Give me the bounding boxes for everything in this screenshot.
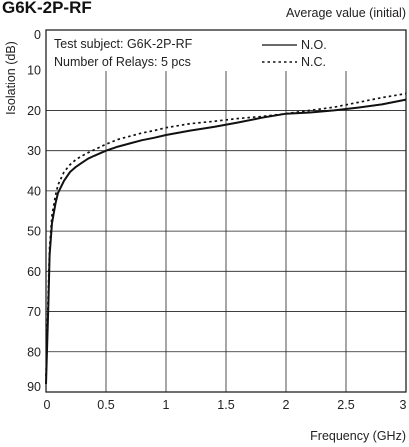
- x-tick-label: 1: [163, 398, 170, 412]
- x-tick-label: 1.5: [217, 398, 234, 412]
- y-tick-label: 60: [27, 265, 41, 279]
- x-tick-label: 3: [400, 398, 407, 412]
- y-tick-label: 40: [27, 184, 41, 198]
- y-tick-label: 50: [27, 225, 41, 239]
- series-nc-line: [45, 92, 407, 376]
- legend-background: [46, 29, 406, 71]
- y-tick-label: 20: [27, 104, 41, 118]
- x-tick-label: 0: [44, 398, 51, 412]
- y-tick-label: 70: [27, 305, 41, 319]
- annotation-relay-count: Number of Relays: 5 pcs: [54, 55, 191, 69]
- x-axis-label: Frequency (GHz): [310, 429, 406, 443]
- y-tick-label: 90: [27, 380, 41, 394]
- y-tick-label: 0: [34, 28, 41, 42]
- legend-label-no: N.O.: [301, 38, 327, 52]
- y-tick-labels: 0 10 20 30 40 50 60 70 80 90: [27, 28, 41, 394]
- y-tick-label: 80: [27, 345, 41, 359]
- series-no-line: [45, 98, 407, 385]
- grid-lines: [46, 30, 406, 392]
- chart-title: G6K-2P-RF: [2, 0, 92, 17]
- series-lines: [45, 92, 407, 385]
- x-tick-labels: 0 0.5 1 1.5 2 2.5 3: [44, 398, 407, 412]
- x-tick-label: 0.5: [97, 398, 114, 412]
- annotation-block: Test subject: G6K-2P-RF Number of Relays…: [54, 37, 327, 69]
- x-tick-label: 2.5: [337, 398, 354, 412]
- annotation-test-subject: Test subject: G6K-2P-RF: [54, 37, 193, 51]
- legend-label-nc: N.C.: [301, 55, 326, 69]
- chart-subtitle: Average value (initial): [286, 6, 406, 20]
- y-tick-label: 30: [27, 144, 41, 158]
- y-axis-label: Isolation (dB): [4, 41, 18, 115]
- plot-frame: [45, 29, 407, 393]
- x-tick-label: 2: [283, 398, 290, 412]
- y-tick-label: 10: [27, 64, 41, 78]
